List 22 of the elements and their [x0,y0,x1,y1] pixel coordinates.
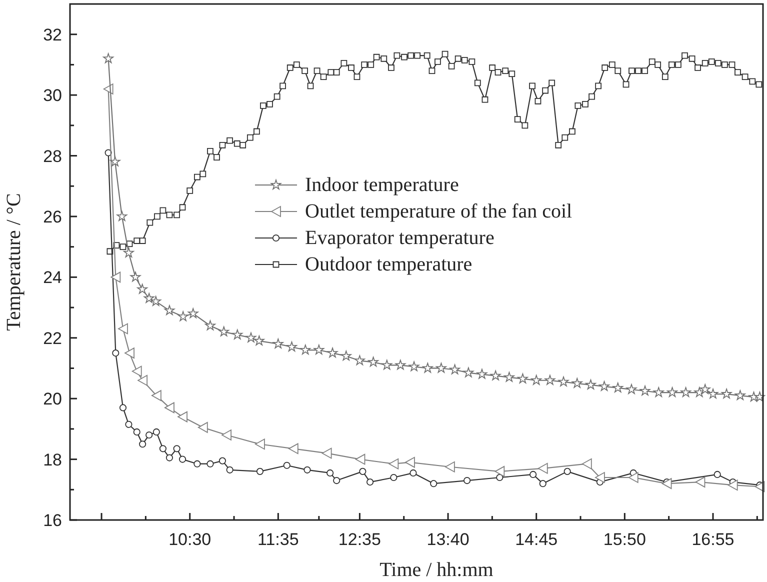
x-tick-label: 13:40 [426,530,470,549]
x-tick-label: 14:45 [515,530,558,549]
y-tick-label: 32 [43,25,62,44]
legend-label: Outdoor temperature [305,254,472,276]
x-tick-label: 10:30 [168,530,212,549]
legend-label: Evaporator temperature [305,227,494,249]
x-tick-label: 15:50 [603,530,646,549]
x-tick-label: 11:35 [258,530,299,549]
y-tick-label: 20 [43,390,62,409]
legend-label: Outlet temperature of the fan coil [305,200,573,222]
x-tick-label: 12:35 [338,530,381,549]
legend-label: Indoor temperature [305,174,459,196]
y-tick-label: 30 [43,86,62,106]
y-tick-label: 22 [43,328,62,348]
y-axis-title: Temperature / °C [3,193,25,331]
y-tick-label: 18 [43,450,62,470]
y-tick-label: 26 [43,207,62,226]
y-tick-label: 28 [43,146,62,166]
x-axis-title: Time / hh:mm [380,559,494,581]
y-tick-label: 16 [43,511,62,530]
x-tick-label: 16:55 [692,530,734,549]
y-tick-label: 24 [43,268,62,288]
